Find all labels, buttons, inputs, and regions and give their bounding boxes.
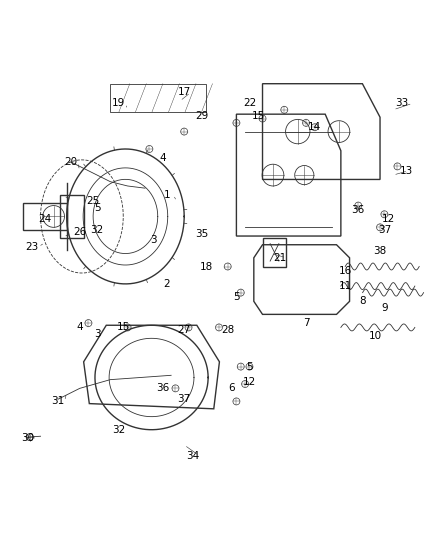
Text: 7: 7 — [303, 318, 309, 328]
Text: 33: 33 — [395, 98, 408, 108]
Text: 36: 36 — [352, 205, 365, 215]
Text: 14: 14 — [308, 122, 321, 132]
Text: 4: 4 — [159, 152, 166, 163]
Text: 29: 29 — [195, 111, 208, 122]
Text: 17: 17 — [177, 87, 191, 98]
Text: 16: 16 — [339, 266, 352, 276]
Text: 15: 15 — [117, 322, 130, 333]
Text: 3: 3 — [150, 236, 157, 245]
Text: 20: 20 — [64, 157, 78, 167]
Text: 37: 37 — [378, 224, 391, 235]
Text: 3: 3 — [94, 329, 100, 339]
Text: 23: 23 — [25, 242, 39, 252]
Text: 11: 11 — [339, 281, 352, 291]
Text: 8: 8 — [359, 296, 366, 306]
Text: 26: 26 — [73, 227, 86, 237]
Text: 34: 34 — [186, 451, 200, 461]
Text: 28: 28 — [221, 325, 234, 335]
Text: 10: 10 — [369, 331, 382, 341]
Text: 24: 24 — [38, 214, 52, 224]
Text: 21: 21 — [273, 253, 286, 263]
Text: 25: 25 — [86, 196, 99, 206]
Text: 12: 12 — [382, 214, 396, 224]
Text: 31: 31 — [51, 397, 64, 407]
Text: 18: 18 — [199, 262, 212, 271]
Text: 5: 5 — [94, 203, 100, 213]
Text: 9: 9 — [381, 303, 388, 313]
Text: 6: 6 — [229, 383, 235, 393]
Text: 35: 35 — [195, 229, 208, 239]
Text: 32: 32 — [91, 224, 104, 235]
Text: 27: 27 — [177, 325, 191, 335]
Text: 19: 19 — [112, 98, 126, 108]
Text: 36: 36 — [156, 383, 169, 393]
Text: 12: 12 — [243, 377, 256, 387]
Text: 37: 37 — [177, 394, 191, 404]
Text: 32: 32 — [112, 425, 126, 435]
Text: 22: 22 — [243, 98, 256, 108]
Text: 2: 2 — [163, 279, 170, 289]
Text: 38: 38 — [374, 246, 387, 256]
Text: 5: 5 — [246, 361, 253, 372]
Text: 13: 13 — [399, 166, 413, 176]
Bar — [262, 238, 286, 266]
Text: 30: 30 — [21, 433, 34, 443]
Text: 1: 1 — [163, 190, 170, 200]
Text: 15: 15 — [251, 111, 265, 122]
Text: 4: 4 — [76, 322, 83, 333]
Text: 5: 5 — [233, 292, 240, 302]
